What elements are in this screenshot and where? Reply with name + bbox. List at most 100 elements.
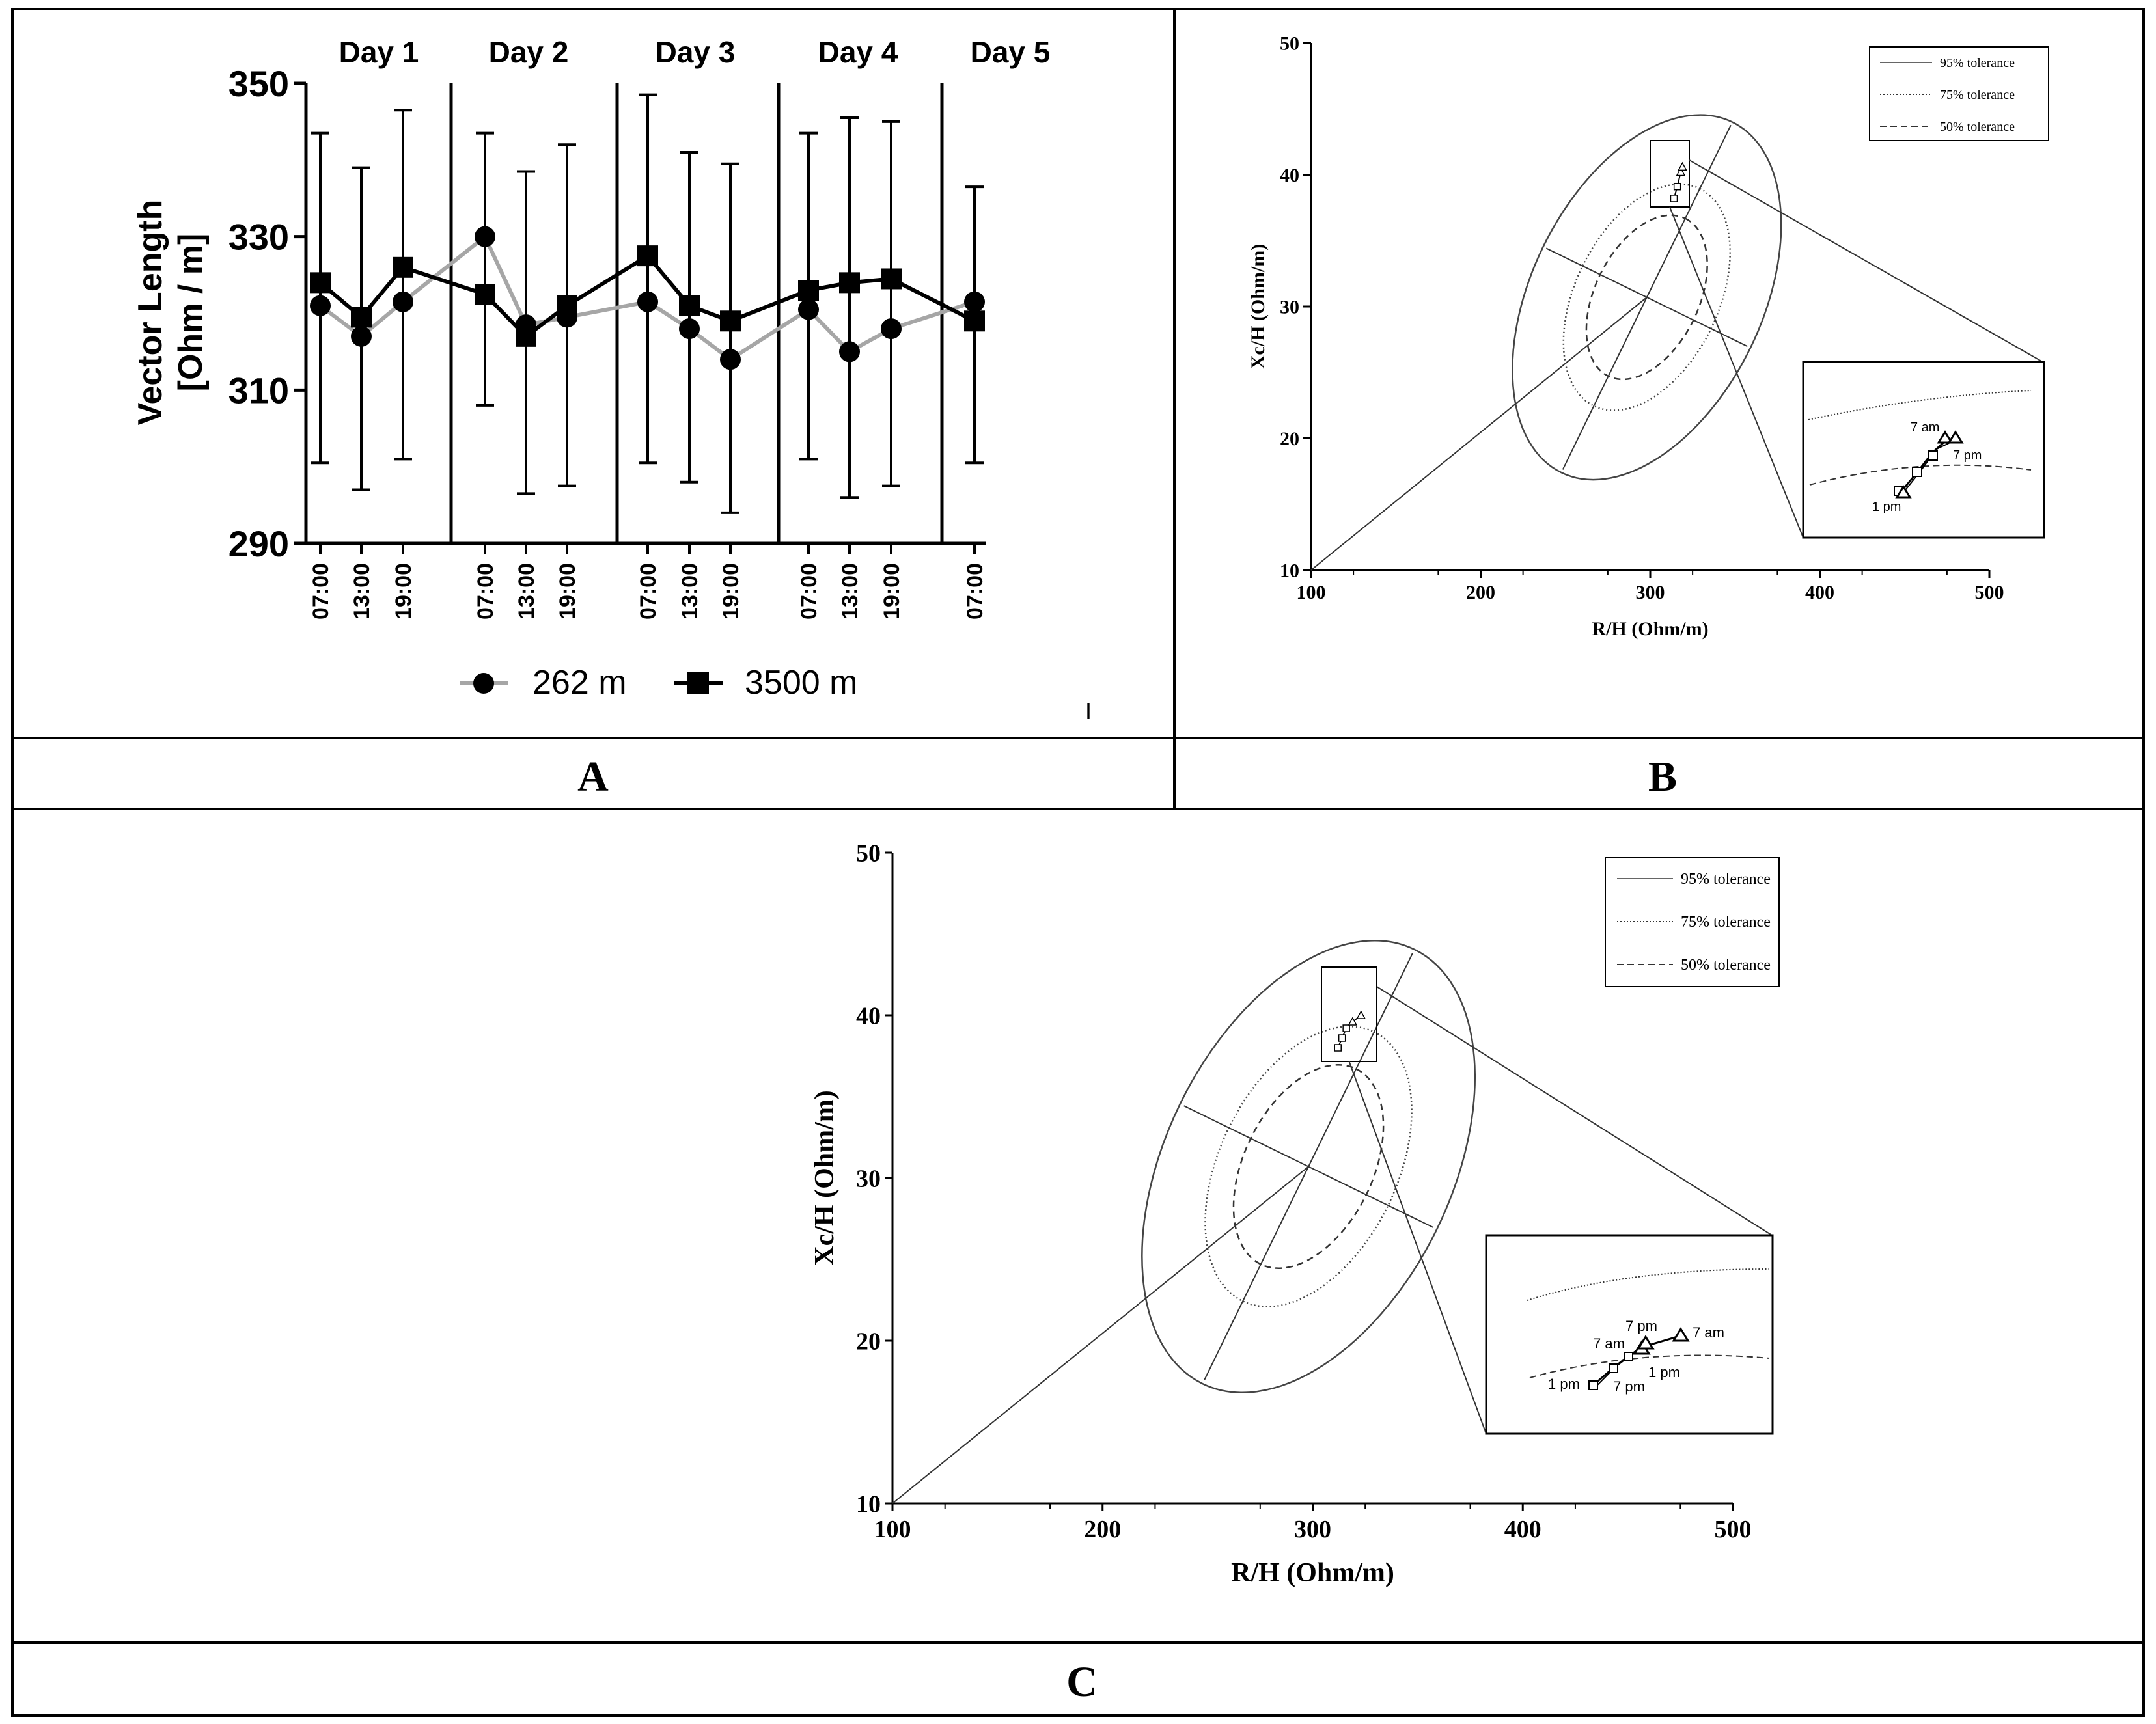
legend-b: 95% tolerance 75% tolerance 50% toleranc…	[1869, 46, 2049, 141]
inset-c-label-7am-left: 7 am	[1593, 1335, 1625, 1352]
point-3500	[881, 268, 902, 290]
x-tick-label-a: 07:00	[963, 563, 988, 620]
legend-c-50: 50% tolerance	[1681, 957, 1771, 974]
y-tick-label: 30	[1280, 297, 1299, 318]
point-3500	[720, 310, 741, 332]
point-3500	[839, 272, 860, 294]
x-tick-label-a: 13:00	[678, 563, 702, 620]
inset-b-point	[1895, 485, 1912, 499]
y-axis-label-a-line1: Vector Length	[131, 200, 169, 426]
inset-c-point	[1637, 1335, 1655, 1350]
y-tick-label: 10	[856, 1490, 881, 1518]
panel-label-b: B	[1648, 753, 1677, 800]
point-3500	[637, 245, 658, 267]
inset-c-point	[1609, 1363, 1618, 1373]
x-tick-label: 500	[1975, 582, 2004, 603]
point-262	[964, 291, 985, 312]
panel-label-a: A	[577, 753, 609, 800]
day-label: Day 3	[656, 35, 736, 69]
point-262	[679, 318, 700, 340]
zoom-connector	[1669, 206, 1804, 538]
ellipse-95	[1512, 114, 1782, 481]
x-tick-label-a: 07:00	[473, 563, 498, 620]
inset-c-label-7pm-bottom: 7 pm	[1613, 1378, 1645, 1395]
inset-c-point	[1672, 1327, 1690, 1342]
x-tick-label: 100	[874, 1516, 911, 1543]
x-tick-label-a: 07:00	[636, 563, 661, 620]
x-tick-label-a: 19:00	[555, 563, 580, 620]
zoom-connector	[1348, 1061, 1487, 1434]
point-262	[351, 325, 372, 347]
origin-vector-line	[892, 1166, 1309, 1504]
x-tick-label-a: 13:00	[350, 563, 374, 620]
inset-c-label-7pm-top: 7 pm	[1625, 1318, 1657, 1334]
inset-b-point	[1928, 450, 1938, 461]
x-tick-label: 200	[1084, 1516, 1121, 1543]
x-tick-label: 100	[1297, 582, 1326, 603]
x-tick-label-a: 13:00	[838, 563, 863, 620]
zoom-connector	[1689, 159, 2042, 362]
y-axis-label: Xc/H (Ohm/m)	[810, 1090, 840, 1265]
inset-b-label-1pm: 1 pm	[1872, 500, 1901, 514]
point-262	[475, 226, 495, 247]
inset-b-point	[1947, 430, 1964, 444]
data-point	[1342, 1024, 1350, 1032]
inset-b-label-7pm: 7 pm	[1953, 448, 1982, 463]
x-tick-label-a: 13:00	[514, 563, 539, 620]
day-label: Day 2	[489, 35, 569, 69]
y-tick-label-a: 310	[228, 370, 289, 411]
y-tick-label: 40	[1280, 165, 1299, 186]
point-3500	[964, 310, 985, 332]
y-axis-label: Xc/H (Ohm/m)	[1247, 244, 1269, 369]
y-tick-label-a: 350	[228, 63, 289, 104]
y-tick-label: 50	[856, 840, 881, 867]
zoom-box	[1321, 966, 1377, 1062]
panel-label-c: C	[1066, 1658, 1098, 1706]
origin-vector-line	[1310, 297, 1648, 571]
legend-b-50: 50% tolerance	[1940, 120, 2015, 134]
x-tick-label: 500	[1715, 1516, 1752, 1543]
inset-c: 7 pm 7 am 7 am 1 pm 1 pm 7 pm	[1485, 1234, 1774, 1435]
y-tick-label: 20	[856, 1328, 881, 1355]
x-tick-label: 300	[1294, 1516, 1331, 1543]
inset-c-label-7am-right: 7 am	[1693, 1324, 1724, 1341]
x-axis-label: R/H (Ohm/m)	[1592, 618, 1708, 640]
data-point	[1670, 195, 1678, 202]
x-tick-label-a: 19:00	[719, 563, 743, 620]
y-tick-label: 10	[1280, 560, 1299, 582]
point-262	[393, 291, 413, 312]
day-label: Day 1	[339, 35, 419, 69]
point-3500	[475, 284, 495, 305]
x-tick-label: 400	[1805, 582, 1834, 603]
inset-c-label-1pm-right: 1 pm	[1648, 1364, 1680, 1380]
x-tick-label: 300	[1636, 582, 1665, 603]
data-point	[1678, 161, 1687, 171]
legend-c-75: 75% tolerance	[1681, 914, 1771, 931]
data-point	[1334, 1044, 1342, 1052]
inset-c-point	[1588, 1380, 1598, 1390]
legend-a-label-262: 262 m	[532, 664, 627, 702]
x-tick-label: 200	[1466, 582, 1495, 603]
point-262	[720, 349, 741, 370]
table-grid	[11, 8, 2145, 1717]
day-label: Day 4	[818, 35, 898, 69]
x-axis-label: R/H (Ohm/m)	[1231, 1558, 1394, 1588]
point-262	[798, 299, 819, 320]
legend-a-label-3500: 3500 m	[745, 664, 857, 702]
legend-a: 262 m 3500 m	[460, 664, 857, 702]
data-point	[1356, 1010, 1366, 1019]
zoom-connector	[1376, 986, 1773, 1236]
point-3500	[516, 325, 536, 347]
y-tick-label: 20	[1280, 428, 1299, 450]
stray-mark: I	[1085, 698, 1092, 724]
inset-b-point	[1937, 430, 1954, 444]
data-point	[1676, 167, 1686, 176]
point-3500	[798, 280, 819, 301]
x-tick-label-a: 19:00	[879, 563, 904, 620]
legend-c-95: 95% tolerance	[1681, 871, 1771, 888]
y-tick-label: 30	[856, 1165, 881, 1192]
data-point	[1348, 1017, 1358, 1026]
y-tick-label: 40	[856, 1002, 881, 1030]
point-262	[881, 318, 902, 340]
